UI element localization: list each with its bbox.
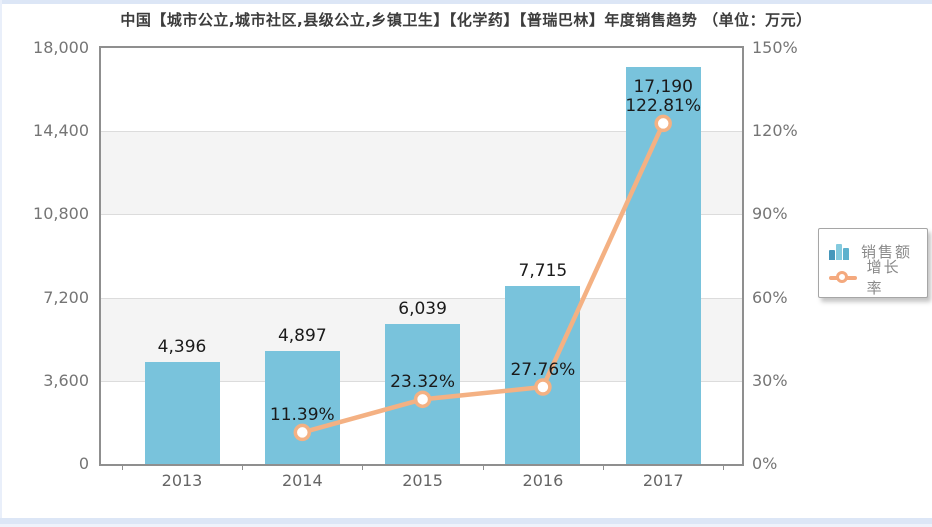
x-axis-tick xyxy=(723,464,725,470)
bar-2015[interactable] xyxy=(385,324,461,464)
bar-value-label-2014: 4,897 xyxy=(277,325,327,346)
bar-2013[interactable] xyxy=(144,362,220,464)
panel-top-border xyxy=(0,0,932,4)
panel-bottom-border xyxy=(0,518,932,524)
x-axis-label-2014: 2014 xyxy=(281,471,323,490)
line-series-icon xyxy=(829,270,857,284)
y-axis-left-tick-label: 7,200 xyxy=(43,287,89,307)
bar-value-label-2017: 17,190 xyxy=(633,77,693,98)
legend-item-growth[interactable]: 增长率 xyxy=(829,258,917,297)
x-axis-tick xyxy=(482,464,484,470)
growth-rate-label-2016: 27.76% xyxy=(510,360,576,380)
legend-label-growth: 增长率 xyxy=(866,258,901,297)
bar-value-label-2013: 4,396 xyxy=(157,337,207,358)
growth-rate-label-2015: 23.32% xyxy=(390,372,456,393)
y-axis-left-tick-label: 3,600 xyxy=(43,370,89,390)
bar-series-icon xyxy=(829,243,851,260)
x-axis-tick xyxy=(603,464,605,470)
chart-title: 中国【城市公立,城市社区,县级公立,乡镇卫生】【化学药】【普瑞巴林】年度销售趋势… xyxy=(120,11,812,29)
y-axis-right-tick-label: 60% xyxy=(752,287,788,307)
y-axis-right-tick-label: 150% xyxy=(752,38,798,57)
x-axis-label-2015: 2015 xyxy=(402,471,443,490)
y-axis-left-tick-label: 10,800 xyxy=(33,204,89,224)
bar-value-label-2016: 7,715 xyxy=(518,260,568,281)
panel-bottom-border-light xyxy=(0,524,932,527)
legend-label-sales: 销售额 xyxy=(861,242,913,261)
x-axis-tick xyxy=(242,464,244,470)
legend-item-sales[interactable]: 销售额 xyxy=(829,238,917,264)
x-axis-label-2016: 2016 xyxy=(522,471,564,490)
x-axis-tick xyxy=(362,464,364,470)
panel-left-border xyxy=(0,0,2,527)
bar-2017[interactable] xyxy=(625,66,701,464)
legend: 销售额 增长率 xyxy=(818,228,928,298)
y-axis-left-tick-label: 18,000 xyxy=(33,38,89,57)
y-axis-right-tick-label: 120% xyxy=(752,121,798,141)
x-axis-label-2017: 2017 xyxy=(642,471,684,490)
y-axis-right-tick-label: 0% xyxy=(752,454,778,473)
y-axis-left-tick-label: 0 xyxy=(78,454,89,473)
growth-rate-label-2017: 122.81% xyxy=(625,96,702,117)
y-axis-right-tick-label: 90% xyxy=(752,204,788,224)
growth-rate-label-2014: 11.39% xyxy=(269,405,335,426)
x-axis-label-2013: 2013 xyxy=(161,471,203,490)
y-axis-right-tick-label: 30% xyxy=(752,370,788,390)
x-axis-tick xyxy=(121,464,123,470)
y-axis-left-tick-label: 14,400 xyxy=(33,121,89,141)
bar-value-label-2015: 6,039 xyxy=(398,299,447,320)
